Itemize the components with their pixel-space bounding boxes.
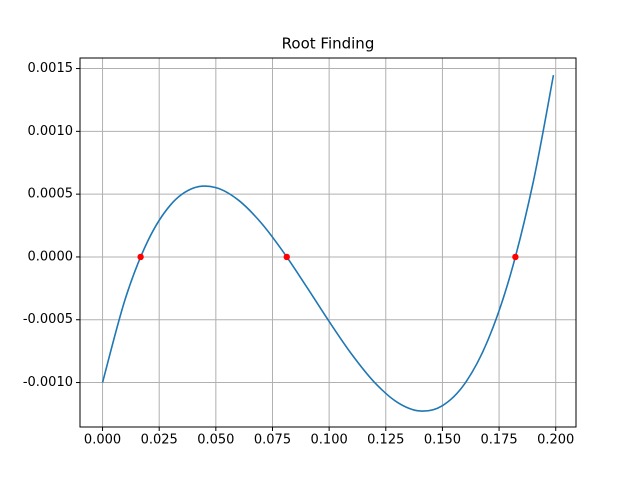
root-point bbox=[512, 253, 519, 261]
x-tick-label: 0.100 bbox=[311, 433, 348, 448]
x-tick-label: 0.200 bbox=[537, 433, 574, 448]
y-tick-label: -0.0010 bbox=[23, 375, 73, 390]
x-tick-label: 0.175 bbox=[480, 433, 517, 448]
x-tick-label: 0.075 bbox=[254, 433, 291, 448]
y-tick-label: -0.0005 bbox=[23, 312, 73, 327]
x-tick-label: 0.150 bbox=[424, 433, 461, 448]
x-tick-label: 0.125 bbox=[367, 433, 404, 448]
y-tick-label: 0.0010 bbox=[28, 124, 74, 139]
plot-frame bbox=[79, 57, 577, 428]
x-tick-label: 0.000 bbox=[84, 433, 121, 448]
root-point bbox=[137, 253, 144, 261]
y-tick-label: 0.0015 bbox=[28, 61, 74, 76]
x-tick-label: 0.025 bbox=[141, 433, 178, 448]
chart-title: Root Finding bbox=[282, 35, 375, 53]
root-point bbox=[283, 253, 290, 261]
y-tick-label: 0.0005 bbox=[28, 187, 74, 202]
line bbox=[101, 74, 555, 412]
y-tick-label: 0.0000 bbox=[28, 249, 74, 264]
x-tick-label: 0.050 bbox=[197, 433, 234, 448]
